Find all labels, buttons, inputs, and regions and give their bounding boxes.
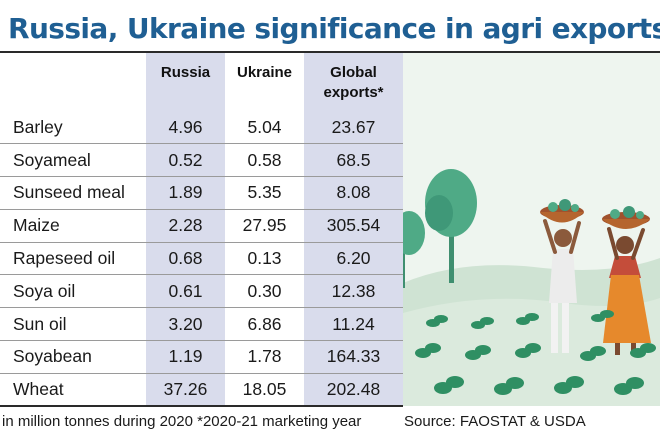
cell-global-exports: 202.48 <box>304 373 403 408</box>
cell-global-exports: 164.33 <box>304 340 403 374</box>
table-row: Soyameal 0.52 0.58 68.5 <box>0 143 403 178</box>
cell-russia: 0.68 <box>146 242 225 276</box>
header-russia: Russia <box>146 53 225 111</box>
cell-ukraine: 0.58 <box>225 143 304 178</box>
cell-global-exports: 8.08 <box>304 176 403 210</box>
unit-note: in million tonnes during 2020 *2020-21 m… <box>2 413 362 430</box>
row-item-label: Soyameal <box>0 143 146 178</box>
row-item-label: Sunseed meal <box>0 176 146 210</box>
table-row: Soyabean 1.19 1.78 164.33 <box>0 340 403 374</box>
row-item-label: Sun oil <box>0 307 146 342</box>
table-header-row: Russia Ukraine Global exports* <box>0 53 403 111</box>
table-row: Sun oil 3.20 6.86 11.24 <box>0 307 403 342</box>
cell-ukraine: 1.78 <box>225 340 304 374</box>
header-item <box>0 53 146 111</box>
cell-russia: 1.19 <box>146 340 225 374</box>
source-credit: Source: FAOSTAT & USDA <box>404 413 586 430</box>
crop-plant-icon <box>415 310 656 395</box>
cell-global-exports: 305.54 <box>304 209 403 243</box>
row-item-label: Soya oil <box>0 274 146 309</box>
table-row: Wheat 37.26 18.05 202.48 <box>0 373 403 408</box>
cell-global-exports: 68.5 <box>304 143 403 178</box>
table-row: Maize 2.28 27.95 305.54 <box>0 209 403 243</box>
farmer-with-basket-icon <box>540 199 584 353</box>
woman-with-basket-icon <box>602 206 651 355</box>
cell-ukraine: 6.86 <box>225 307 304 342</box>
row-item-label: Barley <box>0 111 146 145</box>
cell-ukraine: 5.35 <box>225 176 304 210</box>
cell-ukraine: 5.04 <box>225 111 304 145</box>
header-global-exports: Global exports* <box>304 53 403 111</box>
chart-title: Russia, Ukraine significance in agri exp… <box>8 12 660 45</box>
tree-icon <box>425 169 477 283</box>
table-row: Soya oil 0.61 0.30 12.38 <box>0 274 403 309</box>
row-item-label: Rapeseed oil <box>0 242 146 276</box>
cell-russia: 2.28 <box>146 209 225 243</box>
row-item-label: Soyabean <box>0 340 146 374</box>
cell-russia: 37.26 <box>146 373 225 408</box>
cell-russia: 1.89 <box>146 176 225 210</box>
header-ukraine: Ukraine <box>225 53 304 111</box>
cell-ukraine: 18.05 <box>225 373 304 408</box>
cell-russia: 4.96 <box>146 111 225 145</box>
row-item-label: Wheat <box>0 373 146 408</box>
cell-global-exports: 6.20 <box>304 242 403 276</box>
table-row: Rapeseed oil 0.68 0.13 6.20 <box>0 242 403 276</box>
export-table: Russia Ukraine Global exports* Barley 4.96… <box>0 53 403 408</box>
cell-russia: 0.52 <box>146 143 225 178</box>
header-global-exports-label: Global exports* <box>323 64 384 101</box>
table-row: Barley 4.96 5.04 23.67 <box>0 111 403 145</box>
cell-ukraine: 0.30 <box>225 274 304 309</box>
cell-russia: 0.61 <box>146 274 225 309</box>
cell-russia: 3.20 <box>146 307 225 342</box>
cell-ukraine: 0.13 <box>225 242 304 276</box>
cell-global-exports: 12.38 <box>304 274 403 309</box>
tree-icon <box>403 211 425 288</box>
table-row: Sunseed meal 1.89 5.35 8.08 <box>0 176 403 210</box>
farm-illustration <box>403 53 660 406</box>
title-divider <box>0 51 660 53</box>
export-table-container: Russia Ukraine Global exports* Barley 4.96… <box>0 53 403 408</box>
cell-global-exports: 11.24 <box>304 307 403 342</box>
cell-global-exports: 23.67 <box>304 111 403 145</box>
row-item-label: Maize <box>0 209 146 243</box>
cell-ukraine: 27.95 <box>225 209 304 243</box>
